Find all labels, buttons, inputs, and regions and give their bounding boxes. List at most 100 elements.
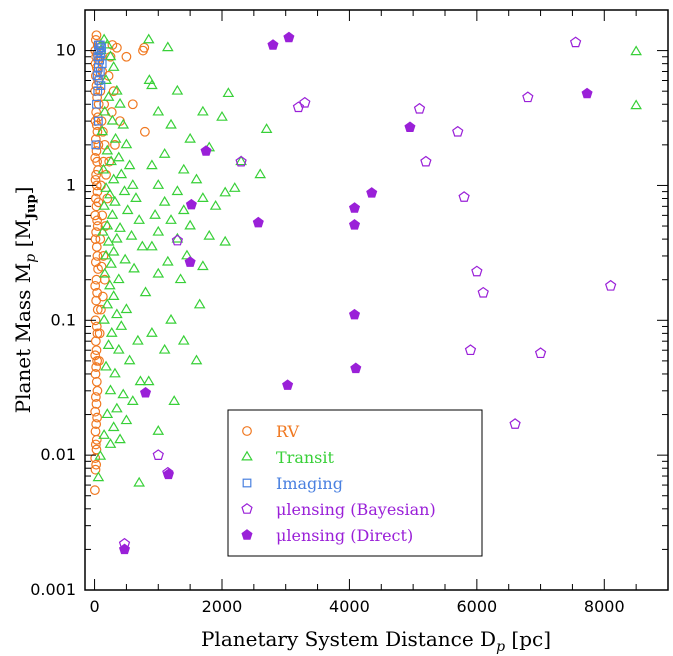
point-s0-84	[97, 210, 108, 221]
point-s1-80	[222, 87, 235, 98]
y-tick-label: 0.1	[51, 310, 76, 329]
point-s0-61	[90, 406, 101, 417]
point-s1-34	[97, 225, 109, 236]
point-s1-21	[107, 173, 120, 184]
point-s4-3	[404, 121, 416, 132]
point-s1-63	[117, 388, 130, 399]
point-s1-36	[111, 232, 123, 243]
point-s1-38	[136, 240, 149, 251]
point-s0-38	[90, 234, 101, 245]
point-s0-35	[92, 215, 103, 226]
legend: RV Transit Imaging μlensing (Bayesian) μlens…	[227, 409, 483, 557]
point-s1-56	[102, 339, 115, 349]
point-s1-46	[104, 279, 116, 290]
point-s1-22	[126, 179, 139, 189]
point-s1-55	[132, 334, 144, 345]
legend-marker-4	[241, 529, 253, 540]
point-s1-29	[121, 204, 134, 215]
point-s1-115	[193, 298, 206, 309]
point-s1-10	[106, 114, 119, 125]
point-s0-81	[101, 169, 111, 180]
point-s1-122	[168, 395, 181, 405]
point-s1-31	[133, 214, 145, 224]
point-s1-8	[114, 97, 126, 108]
y-tick-label: 0.01	[40, 445, 76, 464]
point-s1-79	[171, 84, 184, 95]
point-s0-69	[91, 459, 102, 470]
point-s1-7	[102, 90, 115, 101]
point-s3-0	[569, 36, 582, 48]
point-s0-60	[91, 398, 102, 409]
point-s3-7	[420, 155, 432, 167]
point-s1-57	[112, 343, 125, 354]
point-s1-85	[260, 123, 273, 133]
point-s0-89	[99, 274, 110, 285]
point-s1-95	[228, 182, 241, 192]
point-s1-3	[104, 50, 117, 61]
point-s1-58	[123, 354, 136, 365]
point-s3-6	[235, 155, 247, 167]
point-s1-94	[152, 179, 165, 189]
point-s3-4	[413, 102, 426, 114]
point-s1-35	[125, 229, 138, 240]
point-s1-92	[254, 168, 267, 179]
point-s1-70	[114, 433, 126, 444]
point-s3-2	[292, 101, 305, 113]
point-s1-67	[120, 414, 133, 425]
point-s1-78	[146, 79, 158, 90]
point-s1-90	[146, 159, 158, 170]
x-tick-label: 2000	[202, 597, 243, 616]
tick-labels: 0 2000 4000 6000 8000 0.001 0.01 0.1 1 10	[30, 41, 624, 616]
legend-label-1: Transit	[276, 448, 334, 467]
point-s1-96	[171, 185, 184, 196]
x-tick-label: 6000	[456, 597, 497, 616]
point-s1-116	[165, 313, 177, 324]
point-s3-5	[452, 125, 464, 137]
legend-box	[227, 409, 483, 557]
point-s0-21	[90, 134, 101, 145]
point-s1-93	[190, 173, 203, 184]
point-s3-13	[464, 344, 477, 356]
point-s0-56	[90, 369, 101, 379]
point-s1-74	[133, 476, 145, 487]
y-tick-label: 1	[66, 175, 76, 194]
point-s0-44	[90, 280, 101, 291]
axis-ticks	[85, 9, 669, 591]
point-s0-20	[92, 126, 103, 137]
point-s3-12	[605, 279, 617, 291]
point-s4-11	[348, 308, 361, 320]
point-s4-15	[162, 468, 174, 480]
point-s1-60	[109, 367, 121, 378]
point-s0-13	[90, 86, 101, 97]
point-s1-99	[158, 195, 171, 206]
point-s2-1	[95, 40, 105, 50]
point-s1-100	[209, 199, 222, 210]
point-s1-105	[152, 225, 165, 236]
point-s0-52	[91, 345, 102, 356]
point-s1-83	[216, 110, 228, 121]
legend-marker-1	[241, 450, 253, 461]
point-s0-16	[91, 107, 102, 117]
point-s0-71	[89, 485, 100, 496]
legend-label-0: RV	[276, 422, 299, 441]
point-s1-33	[114, 222, 126, 232]
point-s3-14	[534, 347, 547, 359]
point-s4-8	[252, 216, 264, 228]
point-s0-90	[97, 291, 108, 302]
point-s1-43	[128, 262, 140, 273]
point-s1-25	[104, 188, 116, 199]
point-s1-13	[109, 132, 122, 143]
point-s4-10	[184, 256, 196, 267]
point-s1-117	[146, 326, 158, 337]
point-s1-23	[100, 182, 112, 192]
point-s1-9	[98, 105, 111, 116]
point-s1-81	[197, 105, 209, 116]
point-s1-91	[177, 163, 190, 174]
point-s1-47	[139, 286, 152, 297]
point-s1-39	[107, 245, 120, 256]
point-s1-48	[107, 290, 120, 301]
point-s1-32	[101, 219, 114, 230]
x-tick-label: 4000	[329, 597, 370, 616]
point-s1-82	[152, 105, 165, 116]
